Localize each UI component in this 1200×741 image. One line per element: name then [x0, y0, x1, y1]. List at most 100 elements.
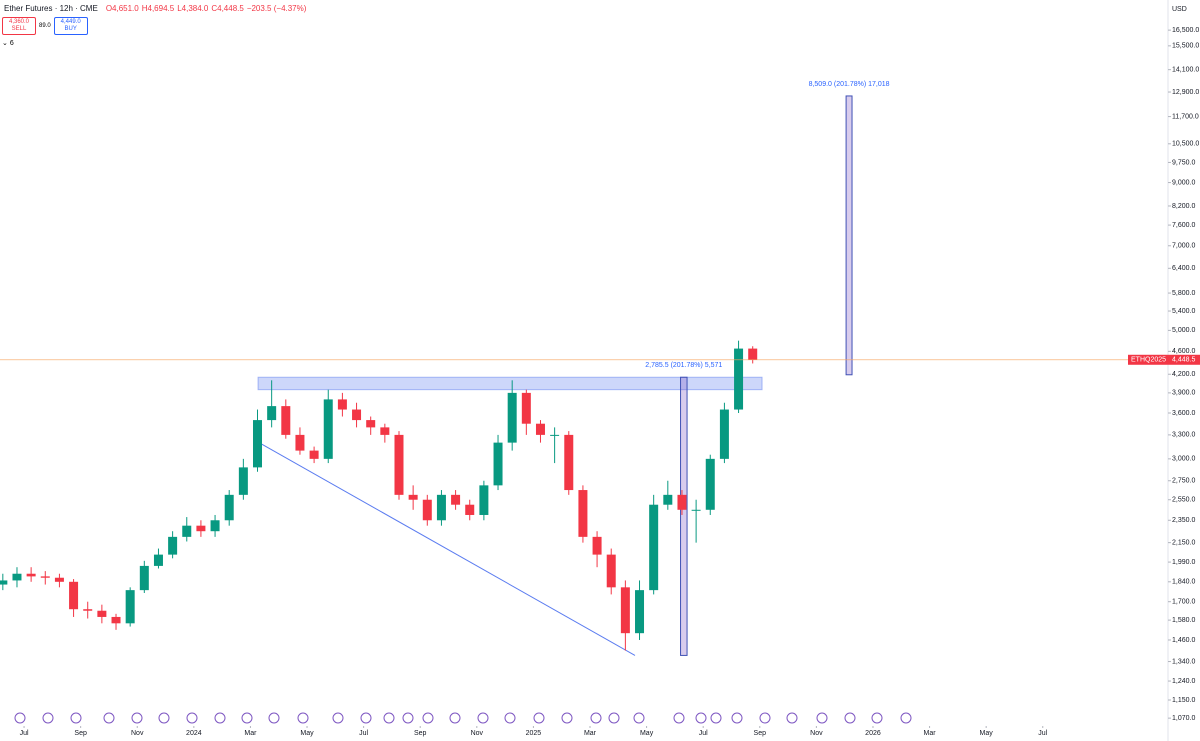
candle-body	[168, 536, 178, 555]
candle-body	[380, 427, 390, 435]
event-icon	[402, 712, 414, 724]
candle-body	[0, 580, 8, 585]
event-icon	[695, 712, 707, 724]
x-tick-label: Mar	[244, 730, 257, 737]
event-icon	[14, 712, 26, 724]
y-tick-label: 5,800.0	[1172, 290, 1195, 297]
y-tick-label: 10,500.0	[1172, 141, 1199, 148]
last-price-label: 4,448.5	[1172, 357, 1195, 364]
last-price-symbol: ETHQ2025	[1131, 357, 1166, 364]
x-tick-label: Nov	[471, 730, 484, 737]
y-tick-label: 5,400.0	[1172, 308, 1195, 315]
indicator-count[interactable]: ⌄ 6	[2, 40, 14, 47]
sell-button[interactable]: 4,360.0 SELL	[2, 17, 36, 35]
y-tick-label: 15,500.0	[1172, 43, 1199, 50]
y-tick-label: 2,750.0	[1172, 478, 1195, 485]
candle-body	[54, 577, 64, 582]
x-tick-label: Mar	[584, 730, 597, 737]
y-tick-label: 1,700.0	[1172, 599, 1195, 606]
candle-body	[337, 399, 347, 410]
ohlc: O4,651.0 H4,694.5 L4,384.0 C4,448.5 −203.5 (…	[106, 4, 310, 13]
candle-body	[451, 494, 461, 505]
x-tick-label: 2025	[526, 730, 542, 737]
event-icon	[533, 712, 545, 724]
x-tick-label: May	[640, 730, 654, 737]
x-tick-label: Sep	[414, 730, 427, 737]
candle-body	[323, 399, 333, 459]
y-tick-label: 1,340.0	[1172, 658, 1195, 665]
candle-body	[734, 348, 744, 410]
x-tick-label: 2024	[186, 730, 202, 737]
candle-body	[705, 458, 715, 510]
y-tick-label: 1,460.0	[1172, 637, 1195, 644]
candle-body	[139, 565, 149, 591]
y-tick-label: 9,000.0	[1172, 179, 1195, 186]
candle-body	[578, 490, 588, 537]
event-icon	[731, 712, 743, 724]
buy-label: BUY	[64, 26, 77, 32]
event-icon	[710, 712, 722, 724]
event-icon	[422, 712, 434, 724]
candle-body	[196, 525, 206, 532]
x-tick-label: Nov	[131, 730, 144, 737]
y-tick-label: 4,600.0	[1172, 348, 1195, 355]
event-icon	[871, 712, 883, 724]
x-tick-label: Jul	[699, 730, 708, 737]
candle-body	[550, 434, 560, 436]
candle-body	[649, 504, 659, 591]
y-tick-label: 12,900.0	[1172, 89, 1199, 96]
candle-body	[719, 409, 729, 459]
candle-body	[267, 406, 277, 421]
candle-body	[394, 434, 404, 495]
ohlc-value: L4,384.0	[177, 4, 209, 13]
candle-body	[352, 409, 362, 421]
y-tick-label: 14,100.0	[1172, 67, 1199, 74]
buy-price: 4,449.0	[60, 19, 81, 25]
event-icon	[844, 712, 856, 724]
candle-body	[493, 442, 503, 486]
price-range-label: 8,509.0 (201.78%) 17,018	[809, 81, 890, 88]
trendline	[254, 439, 636, 656]
event-icon	[103, 712, 115, 724]
event-icon	[214, 712, 226, 724]
x-tick-label: 2026	[865, 730, 881, 737]
event-icon	[786, 712, 798, 724]
event-icon	[759, 712, 771, 724]
event-icon	[158, 712, 170, 724]
currency: USD	[1172, 6, 1187, 13]
candle-body	[253, 420, 263, 468]
event-icon	[332, 712, 344, 724]
candle-body	[535, 423, 545, 435]
x-tick-label: May	[980, 730, 994, 737]
event-icon	[633, 712, 645, 724]
candle-body	[224, 494, 234, 521]
symbol[interactable]: Ether Futures · 12h · CME	[4, 4, 98, 13]
candle-body	[295, 434, 305, 451]
x-tick-label: May	[300, 730, 314, 737]
y-tick-label: 1,150.0	[1172, 697, 1195, 704]
candle-body	[436, 494, 446, 521]
resistance-band	[257, 376, 763, 391]
candle-body	[153, 554, 163, 566]
candle-body	[69, 581, 79, 610]
candle-body	[465, 504, 475, 515]
event-icon	[42, 712, 54, 724]
y-tick-label: 1,070.0	[1172, 715, 1195, 722]
candle-body	[26, 573, 36, 577]
trade-buttons: 4,360.0 SELL 89.0 4,449.0 BUY	[2, 17, 88, 35]
candle-body	[422, 499, 432, 521]
price-range	[680, 376, 688, 656]
candle-body	[691, 509, 701, 511]
y-tick-label: 2,350.0	[1172, 517, 1195, 524]
candle-body	[125, 590, 135, 624]
x-tick-label: Jul	[1038, 730, 1047, 737]
y-tick-label: 4,200.0	[1172, 371, 1195, 378]
spread: 89.0	[39, 23, 51, 29]
x-tick-label: Sep	[74, 730, 87, 737]
buy-button[interactable]: 4,449.0 BUY	[53, 17, 88, 35]
event-icon	[816, 712, 828, 724]
y-tick-label: 3,000.0	[1172, 456, 1195, 463]
candle-body	[635, 590, 645, 634]
